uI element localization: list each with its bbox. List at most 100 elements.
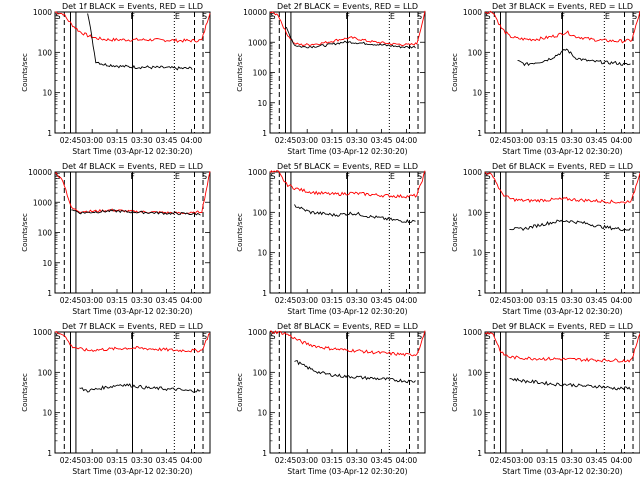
panel-title: Det 7f BLACK = Events, RED = LLD bbox=[62, 322, 203, 331]
y-tick-label: 100 bbox=[253, 368, 268, 377]
y-tick-label: 10 bbox=[257, 99, 267, 108]
x-tick-label: 03:00 bbox=[81, 456, 103, 465]
x-tick-label: 03:15 bbox=[106, 456, 128, 465]
x-tick-label: 03:30 bbox=[346, 136, 368, 145]
phase-marker: S bbox=[486, 332, 491, 341]
phase-marker: F bbox=[130, 172, 135, 181]
panel-title: Det 4f BLACK = Events, RED = LLD bbox=[62, 162, 203, 171]
phase-marker: S bbox=[271, 12, 276, 21]
y-tick-label: 100 bbox=[253, 208, 268, 217]
y-axis-label: Counts/sec bbox=[236, 213, 244, 252]
x-tick-label: 03:45 bbox=[586, 296, 608, 305]
y-axis-label: Counts/sec bbox=[21, 373, 29, 412]
phase-marker: S bbox=[632, 12, 637, 21]
y-axis-label: Counts/sec bbox=[21, 53, 29, 92]
phase-marker: F bbox=[560, 172, 565, 181]
y-axis-label: Counts/sec bbox=[451, 53, 459, 92]
x-axis-label: Start Time (03-Apr-12 02:30:20) bbox=[287, 307, 407, 316]
x-tick-label: 03:00 bbox=[296, 296, 318, 305]
x-tick-label: 02:45 bbox=[490, 136, 512, 145]
y-tick-label: 1000 bbox=[248, 168, 267, 177]
x-tick-label: 03:45 bbox=[586, 136, 608, 145]
x-tick-label: 04:00 bbox=[611, 456, 633, 465]
x-tick-label: 02:45 bbox=[60, 136, 82, 145]
phase-marker: E bbox=[605, 332, 610, 341]
y-tick-label: 10 bbox=[42, 409, 52, 418]
y-tick-label: 10 bbox=[257, 409, 267, 418]
y-tick-label: 1 bbox=[262, 129, 267, 138]
detector-panel-3: Det 3f BLACK = Events, RED = LLD Counts/s… bbox=[451, 2, 640, 156]
x-axis-label: Start Time (03-Apr-12 02:30:20) bbox=[287, 147, 407, 156]
lld-series-line bbox=[270, 330, 426, 357]
y-axis-label: Counts/sec bbox=[236, 373, 244, 412]
y-tick-label: 10 bbox=[42, 259, 52, 268]
y-tick-label: 1 bbox=[477, 129, 482, 138]
y-tick-label: 1000 bbox=[248, 38, 267, 47]
events-series-line bbox=[294, 204, 416, 224]
y-tick-label: 10 bbox=[257, 249, 267, 258]
detector-panel-2: Det 2f BLACK = Events, RED = LLD Counts/s… bbox=[236, 2, 426, 156]
panel-title: Det 2f BLACK = Events, RED = LLD bbox=[277, 2, 418, 11]
x-tick-label: 02:45 bbox=[490, 456, 512, 465]
x-tick-label: 03:30 bbox=[561, 136, 583, 145]
y-tick-label: 100 bbox=[468, 368, 483, 377]
y-tick-label: 10 bbox=[472, 89, 482, 98]
y-tick-label: 100 bbox=[253, 69, 268, 78]
panel-title: Det 8f BLACK = Events, RED = LLD bbox=[277, 322, 418, 331]
x-tick-label: 04:00 bbox=[181, 296, 203, 305]
phase-marker: E bbox=[390, 332, 395, 341]
phase-marker: E bbox=[605, 172, 610, 181]
phase-marker: F bbox=[345, 12, 350, 21]
x-tick-label: 02:45 bbox=[275, 136, 297, 145]
y-tick-label: 10000 bbox=[28, 168, 52, 177]
y-tick-label: 1000 bbox=[33, 198, 52, 207]
detector-panel-7: Det 7f BLACK = Events, RED = LLD Counts/s… bbox=[21, 322, 211, 476]
detector-panel-5: Det 5f BLACK = Events, RED = LLD Counts/s… bbox=[236, 162, 426, 316]
x-axis-label: Start Time (03-Apr-12 02:30:20) bbox=[502, 147, 622, 156]
phase-marker: S bbox=[632, 332, 637, 341]
x-tick-label: 03:30 bbox=[131, 456, 153, 465]
x-tick-label: 03:00 bbox=[81, 296, 103, 305]
detector-panel-9: Det 9f BLACK = Events, RED = LLD Counts/s… bbox=[451, 322, 640, 476]
phase-marker: F bbox=[560, 12, 565, 21]
detector-panel-8: Det 8f BLACK = Events, RED = LLD Counts/s… bbox=[236, 322, 426, 476]
phase-marker: S bbox=[271, 172, 276, 181]
y-tick-label: 10 bbox=[472, 249, 482, 258]
x-tick-label: 04:00 bbox=[396, 296, 418, 305]
x-tick-label: 03:30 bbox=[346, 296, 368, 305]
y-tick-label: 10 bbox=[42, 89, 52, 98]
phase-marker: F bbox=[130, 12, 135, 21]
x-tick-label: 02:45 bbox=[275, 296, 297, 305]
x-tick-label: 02:45 bbox=[275, 456, 297, 465]
y-tick-label: 1 bbox=[262, 449, 267, 458]
phase-marker: F bbox=[345, 332, 350, 341]
x-tick-label: 03:30 bbox=[131, 296, 153, 305]
phase-marker: S bbox=[417, 172, 422, 181]
lld-series-line bbox=[484, 10, 640, 44]
x-axis-label: Start Time (03-Apr-12 02:30:20) bbox=[287, 467, 407, 476]
x-tick-label: 03:30 bbox=[131, 136, 153, 145]
x-tick-label: 03:45 bbox=[371, 136, 393, 145]
x-tick-label: 04:00 bbox=[396, 456, 418, 465]
phase-marker: S bbox=[486, 172, 491, 181]
x-tick-label: 03:30 bbox=[561, 296, 583, 305]
x-axis-label: Start Time (03-Apr-12 02:30:20) bbox=[72, 307, 192, 316]
x-tick-label: 02:45 bbox=[60, 296, 82, 305]
y-tick-label: 1 bbox=[47, 449, 52, 458]
events-series-line bbox=[79, 383, 201, 393]
y-tick-label: 1 bbox=[477, 449, 482, 458]
x-tick-label: 02:45 bbox=[490, 296, 512, 305]
x-tick-label: 04:00 bbox=[611, 296, 633, 305]
phase-marker: S bbox=[632, 172, 637, 181]
y-axis-label: Counts/sec bbox=[21, 213, 29, 252]
phase-marker: F bbox=[130, 332, 135, 341]
x-tick-label: 03:30 bbox=[346, 456, 368, 465]
x-tick-label: 03:00 bbox=[511, 136, 533, 145]
events-series-line bbox=[87, 13, 193, 71]
x-tick-label: 03:45 bbox=[371, 456, 393, 465]
x-tick-label: 03:00 bbox=[81, 136, 103, 145]
x-axis-label: Start Time (03-Apr-12 02:30:20) bbox=[72, 147, 192, 156]
y-tick-label: 1000 bbox=[33, 8, 52, 17]
phase-marker: S bbox=[417, 12, 422, 21]
events-series-line bbox=[509, 377, 631, 391]
